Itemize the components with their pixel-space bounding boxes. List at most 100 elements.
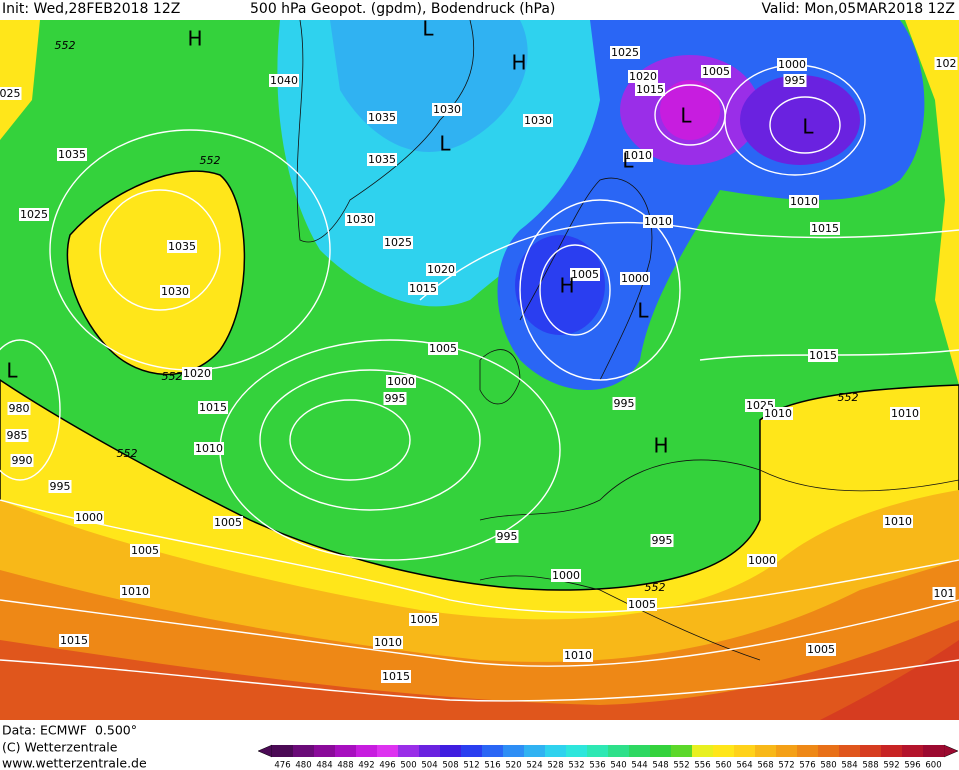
isobar-label-box <box>883 515 913 528</box>
colorbar-label: 476 <box>274 761 290 770</box>
field-yellow-nw <box>0 20 40 140</box>
isobar-label-box <box>408 282 438 295</box>
isobar-label-box <box>701 65 731 78</box>
isobar-label: 1030 <box>346 213 374 226</box>
isobar-label-box <box>610 46 640 59</box>
colorbar-label: 496 <box>379 761 395 770</box>
isobar-label-box <box>0 87 22 100</box>
colorbar-label: 556 <box>694 761 710 770</box>
isobar-label: 1005 <box>628 598 656 611</box>
isobar-label-box <box>432 103 462 116</box>
colorbar: 476 480 484 488 492 496 500 504 508 512 516 520 524 5… <box>257 744 959 770</box>
isobar-label: 985 <box>7 429 28 442</box>
colorbar-swatch <box>860 745 882 757</box>
isobar-label-box <box>808 349 838 362</box>
colorbar-label: 552 <box>673 761 689 770</box>
isobar-label: 025 <box>0 87 21 100</box>
pressure-center: H <box>559 274 574 298</box>
colorbar-swatch <box>755 745 777 757</box>
isobar-label: 1010 <box>564 649 592 662</box>
colorbar-label: 484 <box>316 761 332 770</box>
colorbar-swatch <box>902 745 924 757</box>
isobar-label: 1025 <box>20 208 48 221</box>
isobar <box>99 189 221 311</box>
map-labels: 1040025103510251035103010351030102510201… <box>0 17 958 683</box>
isobar <box>0 599 959 667</box>
isobar-label-box <box>167 240 197 253</box>
isobar-label-box <box>777 58 807 71</box>
isobar-label-box <box>570 268 600 281</box>
isobar-label: 1010 <box>644 215 672 228</box>
field-red-orange <box>0 620 959 720</box>
isobar-label-box <box>10 454 34 467</box>
colorbar-label: 544 <box>631 761 647 770</box>
isobar-label: 995 <box>614 397 635 410</box>
colorbar-label: 548 <box>652 761 668 770</box>
isobar-label-box <box>428 342 458 355</box>
isobar-label-box <box>783 74 807 87</box>
colorbar-swatch <box>671 745 693 757</box>
isobar-label: 1000 <box>387 375 415 388</box>
isobar <box>769 96 841 154</box>
colorbar-swatch <box>629 745 651 757</box>
coast-britain <box>479 349 521 405</box>
isobar-label: 1005 <box>131 544 159 557</box>
isobar <box>0 499 959 613</box>
isobar-label: 1040 <box>270 74 298 87</box>
isobar-label-box <box>386 375 416 388</box>
isobar <box>654 84 726 146</box>
isobar-label: 1005 <box>214 516 242 529</box>
isobar <box>0 339 61 481</box>
isobar-label: 1010 <box>374 636 402 649</box>
field-indigo <box>740 75 860 165</box>
isobar-label: 1035 <box>368 153 396 166</box>
colorbar-swatch <box>398 745 420 757</box>
isobar-label-box <box>182 367 212 380</box>
isobar-label: 1010 <box>790 195 818 208</box>
pressure-center: L <box>680 104 692 128</box>
pressure-center: L <box>637 299 649 323</box>
isobars <box>0 64 959 702</box>
isobar-label: 1005 <box>429 342 457 355</box>
isobar <box>259 369 481 511</box>
header-background <box>0 0 959 20</box>
coastlines <box>296 19 959 661</box>
isobar-label-box <box>74 511 104 524</box>
isobar-label: 995 <box>652 534 673 547</box>
isobar-label-box <box>383 392 407 405</box>
isobar-label-box <box>409 613 439 626</box>
isobar-label-box <box>269 74 299 87</box>
isobar-label: 1015 <box>811 222 839 235</box>
colorbar-swatch <box>356 745 378 757</box>
isobar-label-box <box>7 402 31 415</box>
colorbar-swatch <box>818 745 840 757</box>
colorbar-swatch <box>692 745 714 757</box>
isobar <box>539 244 611 336</box>
geopotential-label: 552 <box>117 447 138 460</box>
isobar-label-box <box>806 643 836 656</box>
pressure-center: H <box>187 27 202 51</box>
isobar-label: 995 <box>385 392 406 405</box>
coast-greenland <box>296 19 475 243</box>
isobar-label-box <box>763 407 793 420</box>
isobar-label: 1015 <box>809 349 837 362</box>
isobar-label: 1010 <box>884 515 912 528</box>
isobar-label: 1010 <box>764 407 792 420</box>
coast-europe <box>479 459 959 521</box>
isobar-label-box <box>383 236 413 249</box>
colorbar-label: 520 <box>505 761 521 770</box>
isobar-label: 1010 <box>624 149 652 162</box>
isobar-label: 995 <box>50 480 71 493</box>
isobar-label-box <box>48 480 72 493</box>
isobar-label: 995 <box>497 530 518 543</box>
colorbar-label: 560 <box>715 761 731 770</box>
colorbar-swatch <box>839 745 861 757</box>
isobar-label: 1000 <box>621 272 649 285</box>
isobar-label: 1000 <box>75 511 103 524</box>
colorbar-label: 480 <box>295 761 311 770</box>
isobar-label: 1020 <box>183 367 211 380</box>
isobar-label: 1015 <box>636 83 664 96</box>
isobar-label: 1010 <box>891 407 919 420</box>
isobar-label: 1030 <box>433 103 461 116</box>
